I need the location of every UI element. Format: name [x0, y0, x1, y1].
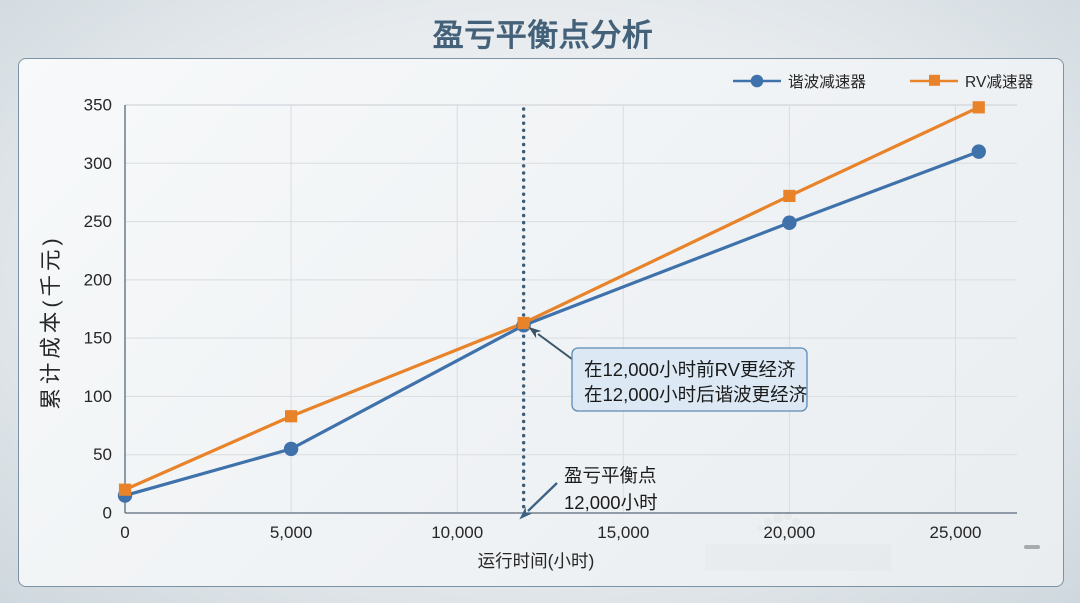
svg-text:250: 250 [84, 212, 112, 231]
svg-text:100: 100 [84, 387, 112, 406]
svg-text:12,000小时: 12,000小时 [564, 492, 658, 513]
svg-text:在12,000小时前RV更经济: 在12,000小时前RV更经济 [584, 359, 796, 380]
svg-text:累计成本(千元): 累计成本(千元) [39, 234, 63, 409]
svg-text:15,000: 15,000 [597, 523, 649, 542]
svg-text:25,000: 25,000 [930, 523, 982, 542]
svg-text:5,000: 5,000 [270, 523, 313, 542]
svg-text:谐波减速器: 谐波减速器 [788, 73, 866, 91]
svg-text:盈亏平衡点: 盈亏平衡点 [564, 465, 657, 486]
svg-text:300: 300 [84, 154, 112, 173]
svg-text:0: 0 [120, 523, 129, 542]
svg-text:在12,000小时后谐波更经济: 在12,000小时后谐波更经济 [584, 384, 808, 405]
svg-text:0: 0 [103, 504, 112, 523]
svg-text:运行时间(小时): 运行时间(小时) [478, 551, 595, 571]
svg-text:150: 150 [84, 329, 112, 348]
svg-text:RV减速器: RV减速器 [965, 73, 1034, 91]
svg-text:200: 200 [84, 270, 112, 289]
svg-text:50: 50 [93, 445, 112, 464]
svg-text:10,000: 10,000 [431, 523, 483, 542]
svg-text:350: 350 [84, 96, 112, 115]
